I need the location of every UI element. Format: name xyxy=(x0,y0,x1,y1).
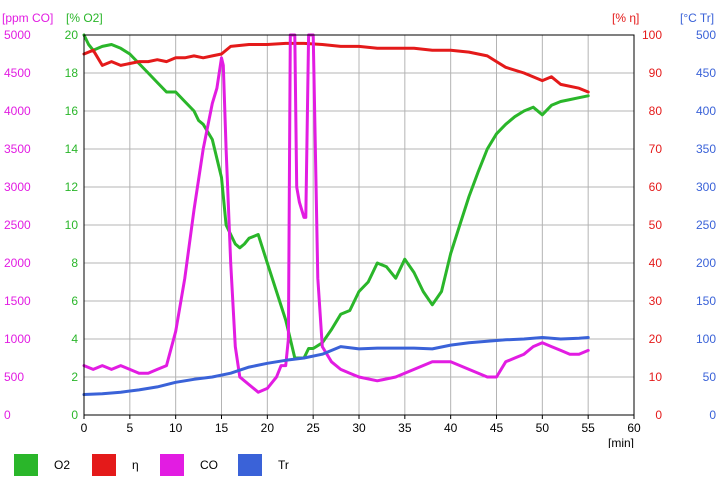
y-tick-label-eta: 20 xyxy=(649,332,663,346)
y-tick-label-o2: 10 xyxy=(65,218,79,232)
y-tick-label-o2: 2 xyxy=(71,370,78,384)
y-tick-label-tr: 100 xyxy=(696,332,716,346)
y-tick-label-tr: 250 xyxy=(696,218,716,232)
series-line-o2 xyxy=(82,33,590,360)
x-tick-label: 45 xyxy=(490,421,504,435)
legend-label-tr: Tr xyxy=(278,458,289,472)
plot-border xyxy=(83,34,635,416)
x-tick-label: 15 xyxy=(215,421,229,435)
legend-swatch-tr xyxy=(238,454,262,476)
y-tick-label-tr: 400 xyxy=(696,104,716,118)
y-tick-label-co: 5000 xyxy=(4,28,31,42)
x-unit-label: [min] xyxy=(608,436,634,448)
y-tick-label-eta: 80 xyxy=(649,104,663,118)
y-tick-label-eta: 10 xyxy=(649,370,663,384)
x-tick-label: 55 xyxy=(581,421,595,435)
y-tick-label-co: 2500 xyxy=(4,218,31,232)
legend-label-o2: O2 xyxy=(54,458,71,472)
y-tick-label-tr: 350 xyxy=(696,142,716,156)
axes: 0 5 10 15 20 25 30 35 40 45 50 55 60[min]05001000150… xyxy=(2,11,716,448)
x-tick-label: 10 xyxy=(169,421,183,435)
y-tick-label-o2: 14 xyxy=(65,142,79,156)
axis-title-o2: [% O2] xyxy=(66,11,103,25)
y-tick-label-co: 3000 xyxy=(4,180,31,194)
y-tick-label-o2: 20 xyxy=(65,28,79,42)
y-tick-label-eta: 90 xyxy=(649,66,663,80)
y-tick-label-o2: 18 xyxy=(65,66,79,80)
y-tick-label-eta: 40 xyxy=(649,256,663,270)
y-tick-label-eta: 60 xyxy=(649,180,663,194)
legend-label-eta: η xyxy=(132,458,139,472)
y-tick-label-eta: 50 xyxy=(649,218,663,232)
chart: 0 5 10 15 20 25 30 35 40 45 50 55 60[min]05001000150… xyxy=(2,11,716,448)
y-tick-label-eta: 0 xyxy=(655,408,662,422)
y-tick-label-o2: 12 xyxy=(65,180,79,194)
x-tick-label: 40 xyxy=(444,421,458,435)
legend-swatch-co xyxy=(160,454,184,476)
y-tick-label-co: 1000 xyxy=(4,332,31,346)
x-tick-label: 60 xyxy=(627,421,641,435)
y-tick-label-eta: 30 xyxy=(649,294,663,308)
y-tick-label-tr: 500 xyxy=(696,28,716,42)
legend-swatch-o2 xyxy=(14,454,38,476)
y-tick-label-co: 4000 xyxy=(4,104,31,118)
axis-title-eta: [% η] xyxy=(612,11,639,25)
y-tick-label-tr: 450 xyxy=(696,66,716,80)
y-tick-label-o2: 8 xyxy=(71,256,78,270)
axis-title-tr: [°C Tr] xyxy=(680,11,714,25)
y-tick-label-co: 1500 xyxy=(4,294,31,308)
y-tick-label-tr: 200 xyxy=(696,256,716,270)
x-tick-label: 5 xyxy=(126,421,133,435)
x-tick-label: 25 xyxy=(306,421,320,435)
legend: O2 η CO Tr xyxy=(0,448,720,480)
y-tick-label-co: 0 xyxy=(4,408,11,422)
y-tick-label-eta: 100 xyxy=(642,28,662,42)
y-tick-label-o2: 16 xyxy=(65,104,79,118)
y-tick-label-co: 3500 xyxy=(4,142,31,156)
series-line-eta xyxy=(82,41,590,94)
y-tick-label-tr: 0 xyxy=(709,408,716,422)
x-tick-label: 0 xyxy=(81,421,88,435)
y-tick-label-eta: 70 xyxy=(649,142,663,156)
legend-swatch-eta xyxy=(92,454,116,476)
x-tick-label: 35 xyxy=(398,421,412,435)
legend-label-co: CO xyxy=(200,458,218,472)
y-tick-label-tr: 300 xyxy=(696,180,716,194)
y-tick-label-co: 500 xyxy=(4,370,24,384)
x-tick-label: 20 xyxy=(261,421,275,435)
y-tick-label-co: 2000 xyxy=(4,256,31,270)
axis-title-co: [ppm CO] xyxy=(2,11,53,25)
y-tick-label-co: 4500 xyxy=(4,66,31,80)
x-tick-label: 30 xyxy=(352,421,366,435)
y-tick-label-tr: 50 xyxy=(703,370,717,384)
series-line-tr xyxy=(82,336,590,396)
x-tick-label: 50 xyxy=(536,421,550,435)
y-tick-label-o2: 4 xyxy=(71,332,78,346)
y-tick-label-tr: 150 xyxy=(696,294,716,308)
y-tick-label-o2: 6 xyxy=(71,294,78,308)
y-tick-label-o2: 0 xyxy=(71,408,78,422)
